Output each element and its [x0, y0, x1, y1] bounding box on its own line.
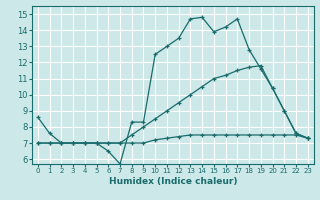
X-axis label: Humidex (Indice chaleur): Humidex (Indice chaleur) — [108, 177, 237, 186]
